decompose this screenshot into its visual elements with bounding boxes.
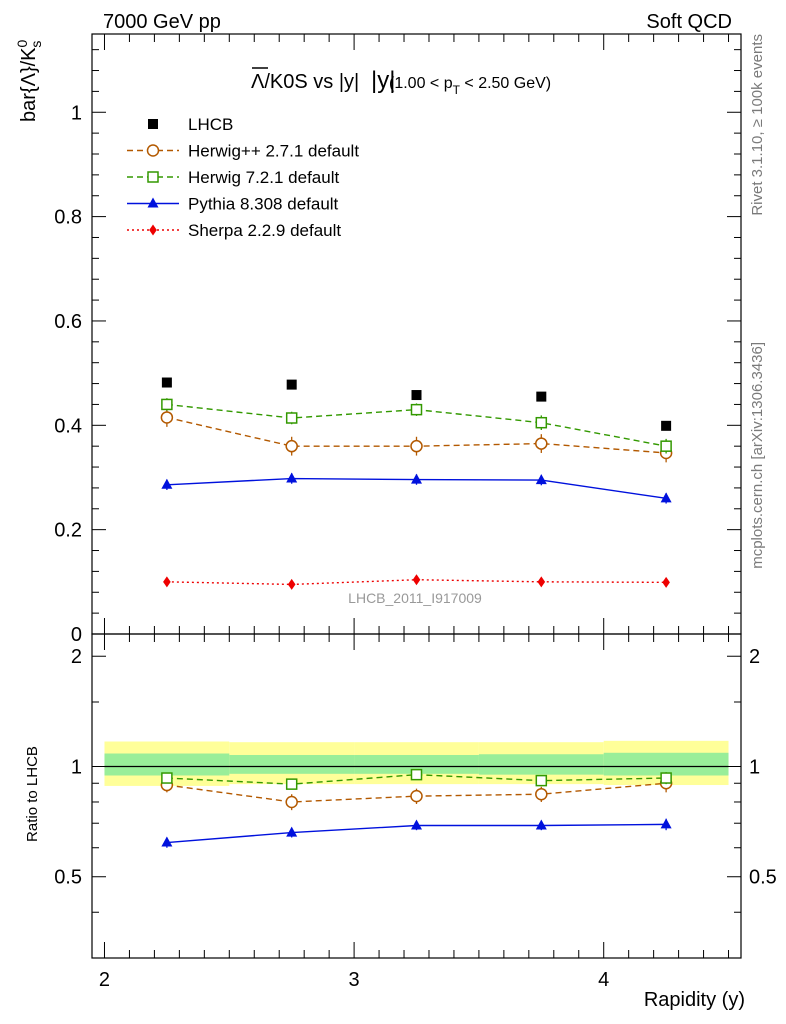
top-point-pythia xyxy=(286,472,298,483)
top-point-herwig7 xyxy=(285,412,298,424)
title-sub-pre: (1.00 < p xyxy=(389,75,453,92)
top-title: Λ/K0S vs |y| |y| (1.00 < pT < 2.50 GeV) xyxy=(251,67,551,97)
svg-text:Λ/K0S vs |y|: Λ/K0S vs |y| xyxy=(251,71,359,93)
header-left-label: 7000 GeV pp xyxy=(103,11,221,33)
title-main: /K0S vs |y| xyxy=(264,71,359,93)
bottom-point-pythia xyxy=(161,836,173,847)
legend-marker-herwig7 xyxy=(147,171,159,183)
top-point-sherpa xyxy=(662,576,670,588)
bottom-point-herwig7 xyxy=(410,768,423,781)
x-tick-label: 4 xyxy=(598,969,609,991)
top-point-data xyxy=(411,390,422,401)
top-y-tick-label: 0.8 xyxy=(54,207,82,229)
bottom-y-tick-label: 0.5 xyxy=(54,867,82,889)
bottom-y-tick-label-right: 1 xyxy=(749,756,760,778)
top-y-tick-label: 1 xyxy=(71,102,82,124)
top-point-sherpa xyxy=(412,574,421,586)
top-point-sherpa xyxy=(537,576,546,588)
top-point-herwig7 xyxy=(660,440,672,452)
title-sub-post: < 2.50 GeV) xyxy=(460,75,551,92)
top-point-sherpa xyxy=(163,576,171,588)
bottom-point-herwig7 xyxy=(535,774,548,787)
top-point-herwigpp xyxy=(410,439,423,453)
mcplots-label: mcplots.cern.ch [arXiv:1306.3436] xyxy=(749,342,766,569)
bottom-point-herwigpp xyxy=(535,787,548,801)
top-y-tick-label: 0 xyxy=(71,624,82,646)
top-point-data xyxy=(286,379,297,390)
legend-marker-sherpa xyxy=(149,224,157,236)
top-series-line-sherpa xyxy=(166,579,667,586)
bottom-point-pythia xyxy=(411,819,422,830)
ratio-band-inner xyxy=(229,754,355,774)
bottom-y-tick-label: 1 xyxy=(71,756,82,778)
bottom-y-tick-label-right: 0.5 xyxy=(749,867,777,889)
legend-label-data: LHCB xyxy=(188,115,233,134)
top-ylabel-sub: s xyxy=(28,41,44,48)
top-point-herwigpp xyxy=(535,437,548,450)
ratio-band-inner xyxy=(603,752,729,776)
bottom-point-pythia xyxy=(286,826,298,837)
top-point-pythia xyxy=(660,492,672,503)
bottom-point-herwigpp xyxy=(285,795,298,809)
top-point-data xyxy=(536,391,547,402)
x-tick-label: 2 xyxy=(99,969,110,991)
top-point-pythia xyxy=(535,474,547,485)
top-ylabel-main: bar{Λ}/K xyxy=(18,47,40,122)
legend-marker-herwigpp xyxy=(146,144,160,157)
svg-text:(1.00 < pT < 2.50 GeV): (1.00 < pT < 2.50 GeV) xyxy=(389,75,551,97)
top-y-tick-label: 0.4 xyxy=(54,415,82,437)
legend-label-pythia: Pythia 8.308 default xyxy=(188,195,339,214)
top-ylabel: bar{Λ}/K0s xyxy=(14,39,44,122)
top-point-data xyxy=(161,377,172,388)
rivet-label: Rivet 3.1.10, ≥ 100k events xyxy=(749,34,766,216)
top-point-sherpa xyxy=(287,578,296,590)
ratio-band-inner xyxy=(478,754,604,775)
bottom-point-pythia xyxy=(535,819,547,830)
bottom-point-pythia xyxy=(660,818,672,829)
title-sub-sub: T xyxy=(453,83,461,97)
x-axis-label: Rapidity (y) xyxy=(644,989,745,1011)
legend-marker-data xyxy=(148,119,158,129)
legend-label-sherpa: Sherpa 2.2.9 default xyxy=(188,221,341,240)
ratio-band-inner xyxy=(104,753,230,776)
top-point-data xyxy=(661,420,672,431)
top-ylabel-sup: 0 xyxy=(14,39,30,47)
watermark-label: LHCB_2011_I917009 xyxy=(348,590,482,606)
legend-marker-pythia xyxy=(147,197,159,208)
bottom-point-herwig7 xyxy=(161,772,173,784)
top-point-herwig7 xyxy=(535,416,548,429)
top-y-tick-label: 0.6 xyxy=(54,311,82,333)
legend-label-herwigpp: Herwig++ 2.7.1 default xyxy=(188,142,359,161)
top-point-herwig7 xyxy=(410,403,423,416)
title-symbol: Λ xyxy=(251,71,265,93)
top-point-herwigpp xyxy=(160,411,174,424)
top-point-pythia xyxy=(411,473,422,484)
bottom-point-herwigpp xyxy=(410,789,423,803)
top-y-tick-label: 0.2 xyxy=(54,520,82,542)
x-tick-label: 3 xyxy=(349,969,360,991)
top-point-herwig7 xyxy=(161,398,173,411)
chart-marks: 0 0.2 0.4 0.6 0.8 1 2 3 4 0.5 0.5 1 1 2 2 LHCB Herwig++ … xyxy=(54,33,777,991)
top-point-pythia xyxy=(161,478,173,489)
bottom-point-herwig7 xyxy=(285,778,298,790)
title-abs-y: |y| xyxy=(371,67,395,94)
top-point-herwigpp xyxy=(285,439,298,453)
bottom-ylabel: Ratio to LHCB xyxy=(24,746,41,842)
bottom-y-tick-label-right: 2 xyxy=(749,646,760,668)
ratio-band-inner xyxy=(354,754,479,774)
bottom-y-tick-label: 2 xyxy=(71,646,82,668)
legend-label-herwig7: Herwig 7.2.1 default xyxy=(188,168,339,187)
bottom-point-herwig7 xyxy=(660,772,672,784)
bottom-panel-frame xyxy=(91,633,742,959)
header-right-label: Soft QCD xyxy=(646,11,732,33)
